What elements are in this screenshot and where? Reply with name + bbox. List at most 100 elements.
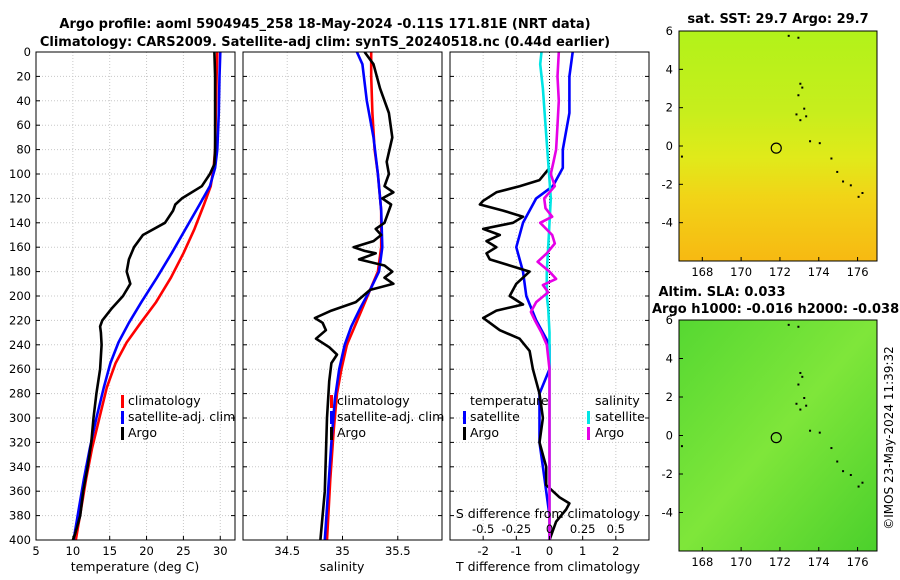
- map-y-tick-label: -2: [662, 177, 673, 191]
- legend-label-climatology: climatology: [128, 393, 201, 408]
- sla-map-panel: Altim. SLA: 0.033 Argo h1000: -0.016 h20…: [652, 285, 899, 569]
- legend-label-satellite: satellite-adj. clim: [128, 409, 235, 424]
- y-tick-label: 20: [16, 69, 31, 83]
- legend-swatch-satellite: [330, 411, 333, 424]
- difference-legend: temperature salinity satellite Argo sate…: [463, 393, 645, 440]
- y-tick-label: 240: [9, 338, 31, 352]
- sst-map-panel: sat. SST: 29.7 Argo: 29.7 168 170 172 174 17…: [662, 12, 878, 279]
- map-y-tick-label: 6: [666, 24, 673, 38]
- coast-dot: [799, 82, 802, 85]
- y-tick-label: 220: [9, 313, 31, 327]
- legend-label-temperature-argo: Argo: [470, 425, 499, 440]
- x-tick-label: 10: [66, 544, 81, 558]
- salinity-legend: climatology satellite-adj. clim Argo: [330, 393, 444, 440]
- legend-label-salinity-argo: Argo: [595, 425, 624, 440]
- coastline-dots: [680, 34, 864, 198]
- y-tick-label: 380: [9, 509, 31, 523]
- coast-dot: [818, 431, 821, 434]
- coast-dot: [799, 408, 802, 411]
- x-tick-label: 0: [546, 544, 553, 558]
- coast-dot: [795, 402, 798, 405]
- salinity-panel: 34.5 35 35.5 salinity climatology satellit…: [242, 51, 444, 574]
- map-y-tick-label: -4: [662, 506, 673, 520]
- y-tick-label: 40: [16, 94, 31, 108]
- y-tick-label: 120: [9, 191, 31, 205]
- y-tick-label: 280: [9, 387, 31, 401]
- y-tick-label: 60: [16, 118, 31, 132]
- coast-dot: [797, 36, 800, 39]
- map-y-tick-label: -4: [662, 216, 673, 230]
- y-tick-label: 300: [9, 411, 31, 425]
- map-y-tick-label: 0: [666, 429, 673, 443]
- legend-label-salinity-satellite: satellite: [595, 409, 645, 424]
- coast-dot: [797, 94, 800, 97]
- s-tick-label: -0.5: [472, 522, 494, 536]
- x-tick-label: 2: [612, 544, 619, 558]
- map-x-tick-label: 172: [769, 555, 791, 569]
- y-tick-label: 0: [24, 45, 31, 59]
- map-y-tick-label: 6: [666, 313, 673, 327]
- s-tick-label: 0.5: [607, 522, 625, 536]
- y-tick-label: 360: [9, 484, 31, 498]
- coast-dot: [799, 371, 802, 374]
- y-tick-label: 140: [9, 216, 31, 230]
- map-x-tick-label: 168: [691, 265, 713, 279]
- map-x-tick-label: 174: [808, 265, 830, 279]
- temperature-xlabel: temperature (deg C): [71, 559, 200, 574]
- argo-location-marker: [770, 142, 782, 154]
- y-tick-label: 340: [9, 460, 31, 474]
- x-tick-label: 25: [176, 544, 191, 558]
- legend-label-climatology: climatology: [337, 393, 410, 408]
- x-tick-label: 35.5: [385, 544, 411, 558]
- series-line-salinity-satellite: [538, 52, 553, 540]
- s-tick-label: -0.25: [501, 522, 531, 536]
- title-line-1: Argo profile: aoml 5904945_258 18-May-20…: [59, 17, 590, 32]
- y-tick-label: 200: [9, 289, 31, 303]
- sla-map-frame: [678, 319, 878, 552]
- map-x-tick-label: 172: [769, 265, 791, 279]
- coast-dot: [801, 86, 804, 89]
- legend-label-satellite: satellite-adj. clim: [337, 409, 444, 424]
- coast-dot: [797, 325, 800, 328]
- coast-dot: [861, 192, 864, 194]
- legend-label-argo: Argo: [128, 425, 157, 440]
- coast-dot: [787, 34, 790, 37]
- coast-dot: [787, 323, 790, 326]
- coast-dot: [803, 107, 806, 110]
- y-tick-label: 160: [9, 240, 31, 254]
- y-tick-label: 260: [9, 362, 31, 376]
- s-tick-label: 0: [546, 522, 553, 536]
- x-tick-label: 30: [213, 544, 228, 558]
- coastline-dots: [680, 323, 864, 488]
- coast-dot: [836, 170, 839, 173]
- coast-dot: [801, 375, 804, 378]
- coast-dot: [830, 157, 833, 160]
- legend-header-salinity: salinity: [595, 393, 640, 408]
- x-tick-label: 5: [32, 544, 39, 558]
- series-line-temperature-argo: [478, 167, 571, 540]
- series-line-argo: [313, 52, 395, 540]
- sst-map-title: sat. SST: 29.7 Argo: 29.7: [687, 12, 868, 27]
- sst-map-frame: [678, 30, 878, 262]
- coast-dot: [849, 184, 852, 187]
- s-tick-label: 0.25: [570, 522, 596, 536]
- coast-dot: [803, 397, 806, 399]
- series-line-temperature-satellite: [514, 52, 574, 540]
- coast-dot: [799, 119, 802, 122]
- x-tick-label: 15: [102, 544, 117, 558]
- sla-map-subtitle: Argo h1000: -0.016 h2000: -0.038: [652, 302, 899, 317]
- y-tick-label: 320: [9, 435, 31, 449]
- x-tick-label: 35: [335, 544, 350, 558]
- coast-dot: [842, 180, 845, 183]
- map-y-tick-label: -2: [662, 467, 673, 481]
- map-x-tick-label: 176: [847, 555, 869, 569]
- map-y-tick-label: 0: [666, 139, 673, 153]
- legend-swatch-satellite: [121, 411, 124, 424]
- temperature-legend: climatology satellite-adj. clim Argo: [121, 393, 235, 440]
- legend-swatch-salinity-argo: [587, 427, 590, 440]
- coast-dot: [795, 113, 798, 116]
- map-x-tick-label: 176: [847, 265, 869, 279]
- series-line-salinity-argo: [529, 52, 561, 540]
- legend-swatch-temperature-argo: [463, 427, 466, 440]
